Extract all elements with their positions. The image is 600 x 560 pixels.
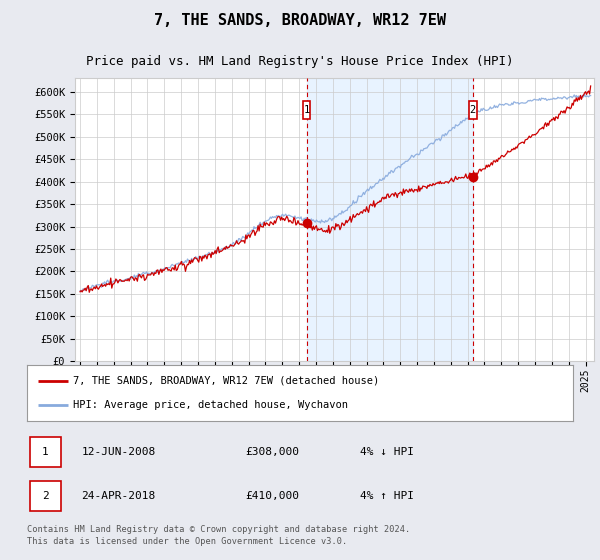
Text: 4% ↓ HPI: 4% ↓ HPI (360, 447, 414, 458)
Text: £410,000: £410,000 (245, 491, 299, 501)
Text: £308,000: £308,000 (245, 447, 299, 458)
FancyBboxPatch shape (303, 101, 310, 119)
FancyBboxPatch shape (469, 101, 476, 119)
Text: Contains HM Land Registry data © Crown copyright and database right 2024.
This d: Contains HM Land Registry data © Crown c… (27, 525, 410, 546)
Text: 1: 1 (304, 105, 310, 115)
FancyBboxPatch shape (30, 480, 61, 511)
Text: 2: 2 (42, 491, 49, 501)
Text: 7, THE SANDS, BROADWAY, WR12 7EW: 7, THE SANDS, BROADWAY, WR12 7EW (154, 13, 446, 28)
Text: 12-JUN-2008: 12-JUN-2008 (82, 447, 156, 458)
Text: 1: 1 (42, 447, 49, 458)
Text: HPI: Average price, detached house, Wychavon: HPI: Average price, detached house, Wych… (73, 400, 349, 410)
Text: 7, THE SANDS, BROADWAY, WR12 7EW (detached house): 7, THE SANDS, BROADWAY, WR12 7EW (detach… (73, 376, 380, 386)
Text: 2: 2 (470, 105, 476, 115)
Bar (307, 78, 473, 361)
FancyBboxPatch shape (30, 437, 61, 468)
Text: 24-APR-2018: 24-APR-2018 (82, 491, 156, 501)
Text: Price paid vs. HM Land Registry's House Price Index (HPI): Price paid vs. HM Land Registry's House … (86, 55, 514, 68)
Text: 4% ↑ HPI: 4% ↑ HPI (360, 491, 414, 501)
